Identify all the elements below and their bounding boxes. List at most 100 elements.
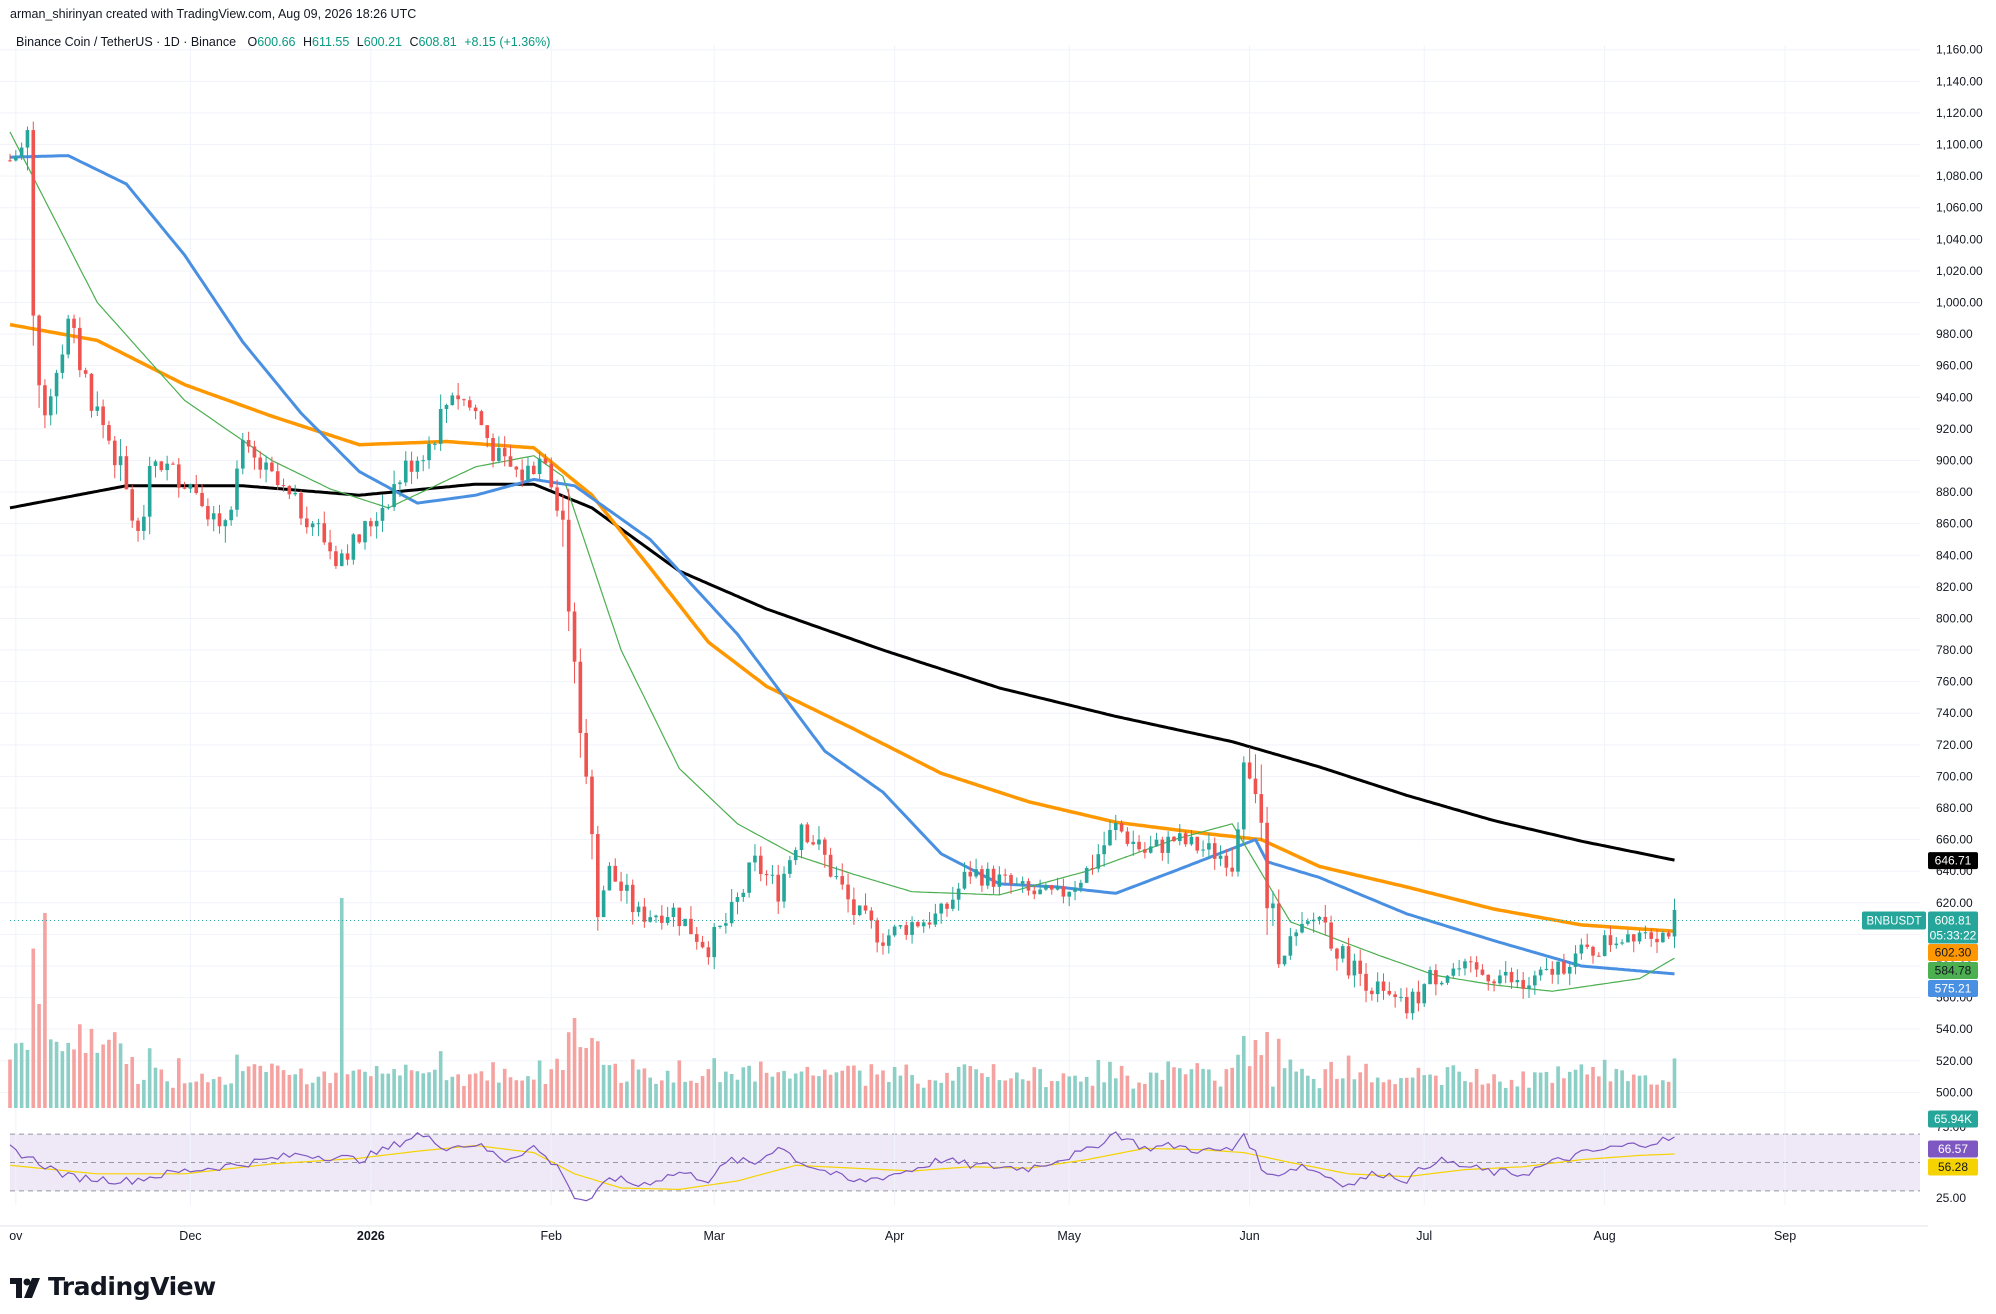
volume-bar bbox=[921, 1087, 926, 1108]
volume-bar bbox=[287, 1074, 292, 1108]
price-tick-label: 500.00 bbox=[1936, 1085, 1973, 1099]
candle-body bbox=[1207, 843, 1211, 850]
candle-body bbox=[1346, 946, 1351, 976]
candle-body bbox=[1253, 778, 1258, 795]
candle-body bbox=[48, 396, 53, 416]
candle-body bbox=[1335, 948, 1339, 959]
volume-bar bbox=[630, 1059, 635, 1108]
candle-body bbox=[1236, 829, 1240, 872]
volume-bar bbox=[1079, 1081, 1083, 1108]
volume-bar bbox=[95, 1052, 100, 1108]
volume-bar bbox=[566, 1032, 571, 1108]
candle-body bbox=[683, 918, 687, 927]
volume-bar bbox=[118, 1043, 123, 1108]
volume-bar bbox=[357, 1069, 361, 1108]
volume-bar bbox=[1585, 1074, 1589, 1108]
volume-bar bbox=[211, 1079, 216, 1108]
volume-bar bbox=[910, 1074, 914, 1108]
time-tick-label: 2026 bbox=[357, 1229, 385, 1243]
candle-body bbox=[729, 901, 734, 924]
candle-body bbox=[852, 899, 856, 916]
time-tick-label: Dec bbox=[179, 1229, 201, 1243]
candle-body bbox=[834, 876, 839, 878]
close-label: C bbox=[409, 35, 419, 49]
tradingview-logo[interactable]: TradingView bbox=[10, 1272, 216, 1301]
candle-body bbox=[636, 906, 641, 913]
candle-body bbox=[520, 469, 524, 481]
candle-body bbox=[566, 519, 571, 612]
volume-bar bbox=[1608, 1081, 1613, 1108]
volume-bar bbox=[1643, 1075, 1648, 1108]
candle-body bbox=[1271, 903, 1275, 909]
candle-body bbox=[1439, 982, 1444, 985]
candle-body bbox=[1468, 961, 1473, 963]
volume-bar bbox=[1212, 1080, 1217, 1108]
candle-body bbox=[467, 400, 472, 408]
candle-body bbox=[828, 854, 833, 877]
candle-body bbox=[1096, 854, 1101, 869]
volume-bar bbox=[1148, 1072, 1153, 1108]
candle-body bbox=[1300, 923, 1304, 933]
volume-bar bbox=[956, 1066, 961, 1108]
countdown-timer-text: 05:33:22 bbox=[1930, 928, 1977, 942]
candle-body bbox=[735, 897, 740, 902]
candle-body bbox=[1113, 822, 1118, 830]
candle-body bbox=[159, 461, 164, 471]
price-tick-label: 700.00 bbox=[1936, 769, 1973, 783]
volume-bar bbox=[945, 1072, 949, 1108]
volume-bar bbox=[427, 1072, 431, 1108]
volume-bar bbox=[782, 1070, 786, 1108]
candle-body bbox=[1137, 841, 1141, 850]
candle-body bbox=[270, 462, 274, 472]
volume-bar bbox=[1323, 1069, 1328, 1108]
volume-bar bbox=[1003, 1080, 1008, 1108]
time-axis[interactable]: ov Dec 2026 Feb Mar Apr May Jun Jul Aug Sep bbox=[0, 1225, 1928, 1243]
candle-body bbox=[1416, 991, 1421, 1004]
volume-bar bbox=[206, 1082, 210, 1108]
volume-bar bbox=[561, 1070, 565, 1108]
volume-bar bbox=[433, 1069, 437, 1108]
volume-bar bbox=[1183, 1074, 1188, 1108]
candle-body bbox=[252, 446, 257, 458]
candle-body bbox=[1201, 849, 1205, 851]
symbol-title: Binance Coin / TetherUS · 1D · Binance bbox=[16, 35, 237, 49]
volume-bar bbox=[828, 1074, 833, 1108]
volume-bar bbox=[339, 898, 344, 1108]
volume-bar bbox=[176, 1058, 181, 1108]
candle-body bbox=[770, 874, 775, 876]
price-axis[interactable]: 1,160.00 1,140.00 1,120.00 1,100.00 1,080.00… bbox=[1936, 43, 1983, 1205]
volume-bar bbox=[683, 1081, 687, 1108]
candle-body bbox=[415, 460, 420, 472]
candle-body bbox=[246, 440, 251, 447]
volume-bar bbox=[863, 1085, 868, 1108]
candle-body bbox=[898, 925, 903, 927]
ma200-badge-text: 646.71 bbox=[1935, 854, 1972, 868]
candle-body bbox=[607, 865, 612, 891]
volume-bar bbox=[270, 1063, 274, 1108]
volume-bar bbox=[1474, 1068, 1479, 1108]
candle-body bbox=[625, 884, 629, 891]
volume-bar bbox=[1620, 1070, 1624, 1108]
candle-body bbox=[1498, 975, 1502, 984]
volume-bar bbox=[1567, 1071, 1572, 1108]
time-tick-label: Apr bbox=[885, 1229, 904, 1243]
rsi-line bbox=[9, 1131, 1675, 1202]
volume-bar bbox=[1579, 1064, 1584, 1108]
volume-bar bbox=[229, 1083, 233, 1108]
candle-body bbox=[188, 484, 193, 489]
candle-body bbox=[1370, 990, 1374, 995]
volume-bar bbox=[252, 1064, 257, 1108]
volume-bar bbox=[78, 1024, 82, 1108]
ma100-badge-bg bbox=[1928, 943, 1978, 961]
high-label: H bbox=[302, 35, 312, 49]
volume-bar bbox=[1661, 1080, 1665, 1108]
candle-body bbox=[1032, 890, 1037, 895]
symbol-legend[interactable]: Binance Coin / TetherUS · 1D · Binance O… bbox=[16, 35, 550, 49]
candle-body bbox=[793, 850, 798, 861]
candle-body bbox=[1177, 833, 1182, 842]
candle-body bbox=[380, 507, 385, 521]
candle-body bbox=[392, 484, 396, 508]
volume-bar bbox=[43, 913, 47, 1108]
candle-body bbox=[1195, 836, 1200, 851]
